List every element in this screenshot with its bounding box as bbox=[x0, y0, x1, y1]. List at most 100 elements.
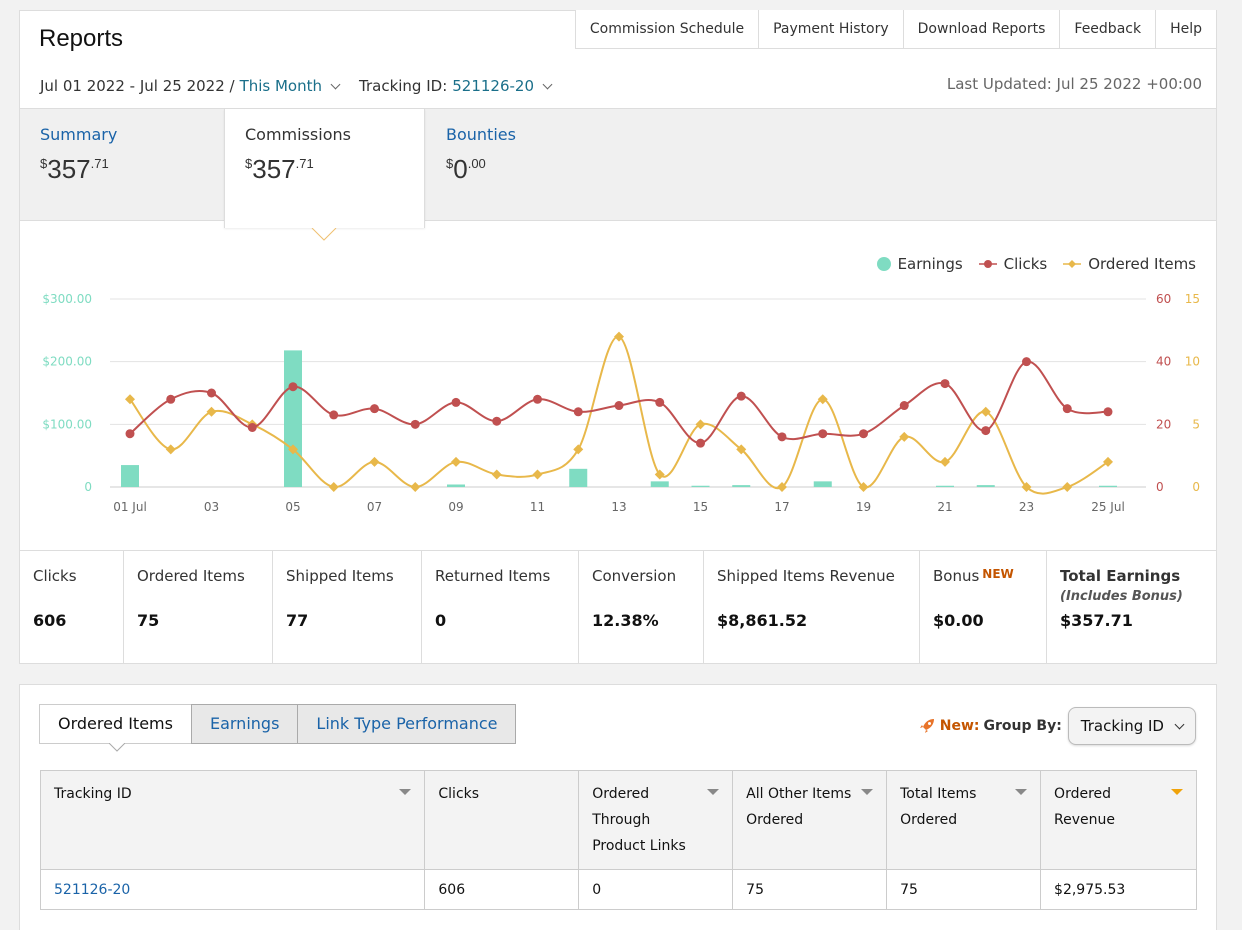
report-tabs: Ordered Items Earnings Link Type Perform… bbox=[39, 704, 517, 744]
chevron-down-icon[interactable] bbox=[330, 79, 341, 90]
earnings-bar bbox=[732, 485, 751, 487]
clicks-point bbox=[573, 407, 583, 417]
col-clicks[interactable]: Clicks bbox=[424, 770, 580, 870]
earnings-bar bbox=[569, 468, 588, 487]
tab-ordered-items[interactable]: Ordered Items bbox=[39, 704, 192, 744]
tracking-id-dropdown[interactable]: 521126-20 bbox=[452, 77, 535, 95]
sort-active-icon[interactable] bbox=[1171, 789, 1183, 795]
clicks-point bbox=[125, 429, 135, 439]
stat-conversion: Conversion 12.38% bbox=[579, 551, 704, 664]
ordered-items-point bbox=[817, 394, 828, 405]
y-tick-clicks: 40 bbox=[1156, 355, 1171, 369]
report-table-card: Ordered Items Earnings Link Type Perform… bbox=[19, 684, 1217, 930]
ordered-items-point bbox=[695, 419, 706, 430]
col-total-items-ordered[interactable]: Total Items Ordered bbox=[886, 770, 1042, 870]
clicks-point bbox=[1022, 357, 1031, 367]
nav-help[interactable]: Help bbox=[1155, 10, 1217, 49]
ordered-items-point bbox=[899, 431, 910, 442]
ordered-items-point bbox=[288, 444, 298, 455]
diamond-marker-icon bbox=[1063, 260, 1082, 268]
ordered-items-point bbox=[206, 406, 217, 417]
commissions-amount: $357.71 bbox=[245, 154, 314, 184]
ordered-items-point bbox=[777, 482, 787, 492]
period-dropdown[interactable]: This Month bbox=[239, 77, 322, 95]
report-table: Tracking ID Clicks Ordered Through Produ… bbox=[39, 770, 1197, 910]
y-tick-left: 0 bbox=[84, 480, 92, 494]
clicks-point bbox=[818, 429, 828, 439]
nav-commission-schedule[interactable]: Commission Schedule bbox=[574, 10, 760, 49]
ordered-items-point bbox=[1062, 482, 1073, 492]
ordered-items-point bbox=[614, 331, 624, 342]
legend-clicks[interactable]: Clicks bbox=[978, 255, 1047, 273]
last-updated: Last Updated: Jul 25 2022 +00:00 bbox=[946, 75, 1202, 93]
tab-label: Summary bbox=[40, 125, 118, 144]
x-tick-label: 03 bbox=[204, 500, 219, 514]
y-tick-left: $200.00 bbox=[42, 355, 92, 369]
group-by-select[interactable]: Tracking ID bbox=[1067, 707, 1196, 745]
ordered-items-point bbox=[165, 444, 176, 455]
x-tick-label: 07 bbox=[367, 500, 382, 514]
tracking-id-label: Tracking ID: bbox=[359, 77, 448, 95]
cell-tracking-id[interactable]: 521126-20 bbox=[39, 869, 426, 910]
tab-earnings[interactable]: Earnings bbox=[190, 704, 299, 744]
ordered-items-line bbox=[129, 335, 1109, 495]
nav-payment-history[interactable]: Payment History bbox=[758, 10, 904, 49]
stat-shipped-items: Shipped Items 77 bbox=[273, 551, 422, 664]
legend-ordered-items[interactable]: Ordered Items bbox=[1063, 255, 1196, 273]
col-ordered-revenue[interactable]: Ordered Revenue bbox=[1040, 770, 1197, 870]
earnings-bar bbox=[976, 485, 995, 487]
x-tick-label: 21 bbox=[937, 500, 952, 514]
clicks-point bbox=[1103, 407, 1113, 417]
tab-link-type-performance[interactable]: Link Type Performance bbox=[297, 704, 517, 744]
tab-commissions[interactable]: Commissions $357.71 bbox=[224, 109, 425, 228]
stat-bonus: Bonus NEW $0.00 bbox=[920, 551, 1047, 664]
clicks-point bbox=[533, 394, 542, 404]
clicks-point bbox=[207, 388, 216, 398]
ordered-items-point bbox=[491, 469, 502, 480]
tab-label: Commissions bbox=[245, 125, 351, 144]
ordered-items-point bbox=[736, 444, 747, 455]
clicks-point bbox=[614, 401, 624, 411]
clicks-point bbox=[940, 379, 950, 389]
nav-feedback[interactable]: Feedback bbox=[1059, 10, 1157, 49]
sort-icon[interactable] bbox=[1015, 789, 1028, 795]
x-tick-label: 17 bbox=[774, 500, 789, 514]
clicks-point bbox=[696, 438, 705, 448]
x-tick-label: 19 bbox=[856, 500, 871, 514]
nav-download-reports[interactable]: Download Reports bbox=[902, 10, 1061, 49]
group-by-label: Group By: bbox=[983, 718, 1062, 734]
x-tick-label: 05 bbox=[285, 500, 300, 514]
x-tick-label: 01 Jul bbox=[113, 500, 147, 514]
table-row: 521126-20 606 0 75 75 $2,975.53 bbox=[39, 869, 1197, 910]
x-tick-label: 23 bbox=[1019, 500, 1034, 514]
y-tick-clicks: 20 bbox=[1156, 417, 1171, 431]
clicks-point bbox=[288, 382, 298, 392]
cell-other-items: 75 bbox=[732, 869, 888, 910]
sort-icon[interactable] bbox=[399, 789, 412, 795]
legend-earnings[interactable]: Earnings bbox=[876, 255, 963, 273]
sort-icon[interactable] bbox=[861, 789, 874, 795]
cell-ordered-through-links: 0 bbox=[578, 869, 734, 910]
clicks-point bbox=[410, 419, 420, 429]
earnings-bar bbox=[121, 465, 139, 487]
stat-shipped-revenue: Shipped Items Revenue $8,861.52 bbox=[704, 551, 920, 664]
col-ordered-through-links[interactable]: Ordered Through Product Links bbox=[578, 770, 734, 870]
active-tab-pointer bbox=[311, 228, 337, 241]
chevron-down-icon[interactable] bbox=[542, 79, 553, 90]
col-tracking-id[interactable]: Tracking ID bbox=[39, 770, 426, 870]
bounties-amount: $0.00 bbox=[446, 154, 486, 184]
tab-bounties[interactable]: Bounties $0.00 bbox=[426, 109, 626, 222]
clicks-point bbox=[736, 391, 746, 401]
y-tick-clicks: 60 bbox=[1156, 292, 1171, 306]
tab-summary[interactable]: Summary $357.71 bbox=[20, 109, 224, 222]
tracking-id-link[interactable]: 521126-20 bbox=[54, 881, 131, 898]
earnings-chart: $300.00 60 15 $200.00 40 10 $100.00 20 5 0 0 0 01 Ju… bbox=[42, 292, 1200, 514]
stat-ordered-items: Ordered Items 75 bbox=[124, 551, 273, 664]
y-tick-left: $100.00 bbox=[42, 417, 92, 431]
y-tick-items: 5 bbox=[1192, 417, 1200, 431]
col-other-items-ordered[interactable]: All Other Items Ordered bbox=[732, 770, 888, 870]
earnings-bar bbox=[936, 485, 954, 487]
sort-icon[interactable] bbox=[707, 789, 720, 795]
ordered-items-point bbox=[125, 394, 135, 405]
reports-card: Reports Commission Schedule Payment Hist… bbox=[19, 10, 1217, 664]
